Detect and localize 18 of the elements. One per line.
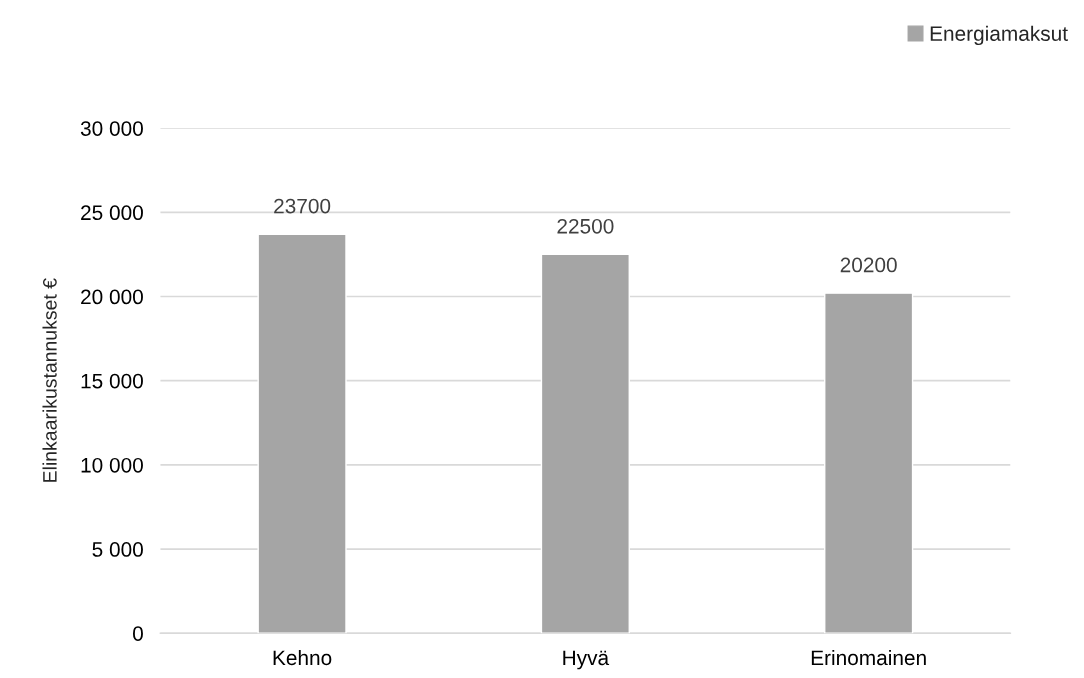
- legend-label: Energiamaksut: [930, 25, 1068, 46]
- bar: [540, 253, 630, 634]
- x-tick-label: Erinomainen: [811, 649, 926, 666]
- y-axis-title: Elinkaarikustannukset €: [42, 278, 57, 482]
- x-tick-label: Kehno: [273, 649, 332, 666]
- bar: [257, 233, 347, 634]
- y-tick-label: 10 000: [81, 457, 143, 473]
- y-tick-label: 5 000: [92, 542, 143, 557]
- bar: [824, 292, 914, 634]
- y-tick-label: 20 000: [81, 289, 143, 305]
- x-tick-label: Hyvä: [563, 650, 610, 670]
- y-tick-label: 30 000: [80, 121, 143, 136]
- data-label: 23700: [274, 198, 331, 214]
- y-tick-label: 25 000: [81, 205, 143, 221]
- data-label: 20200: [840, 257, 897, 273]
- y-tick-label: 15 000: [81, 373, 143, 389]
- data-label: 22500: [557, 218, 614, 234]
- y-tick-label: 0: [132, 626, 143, 642]
